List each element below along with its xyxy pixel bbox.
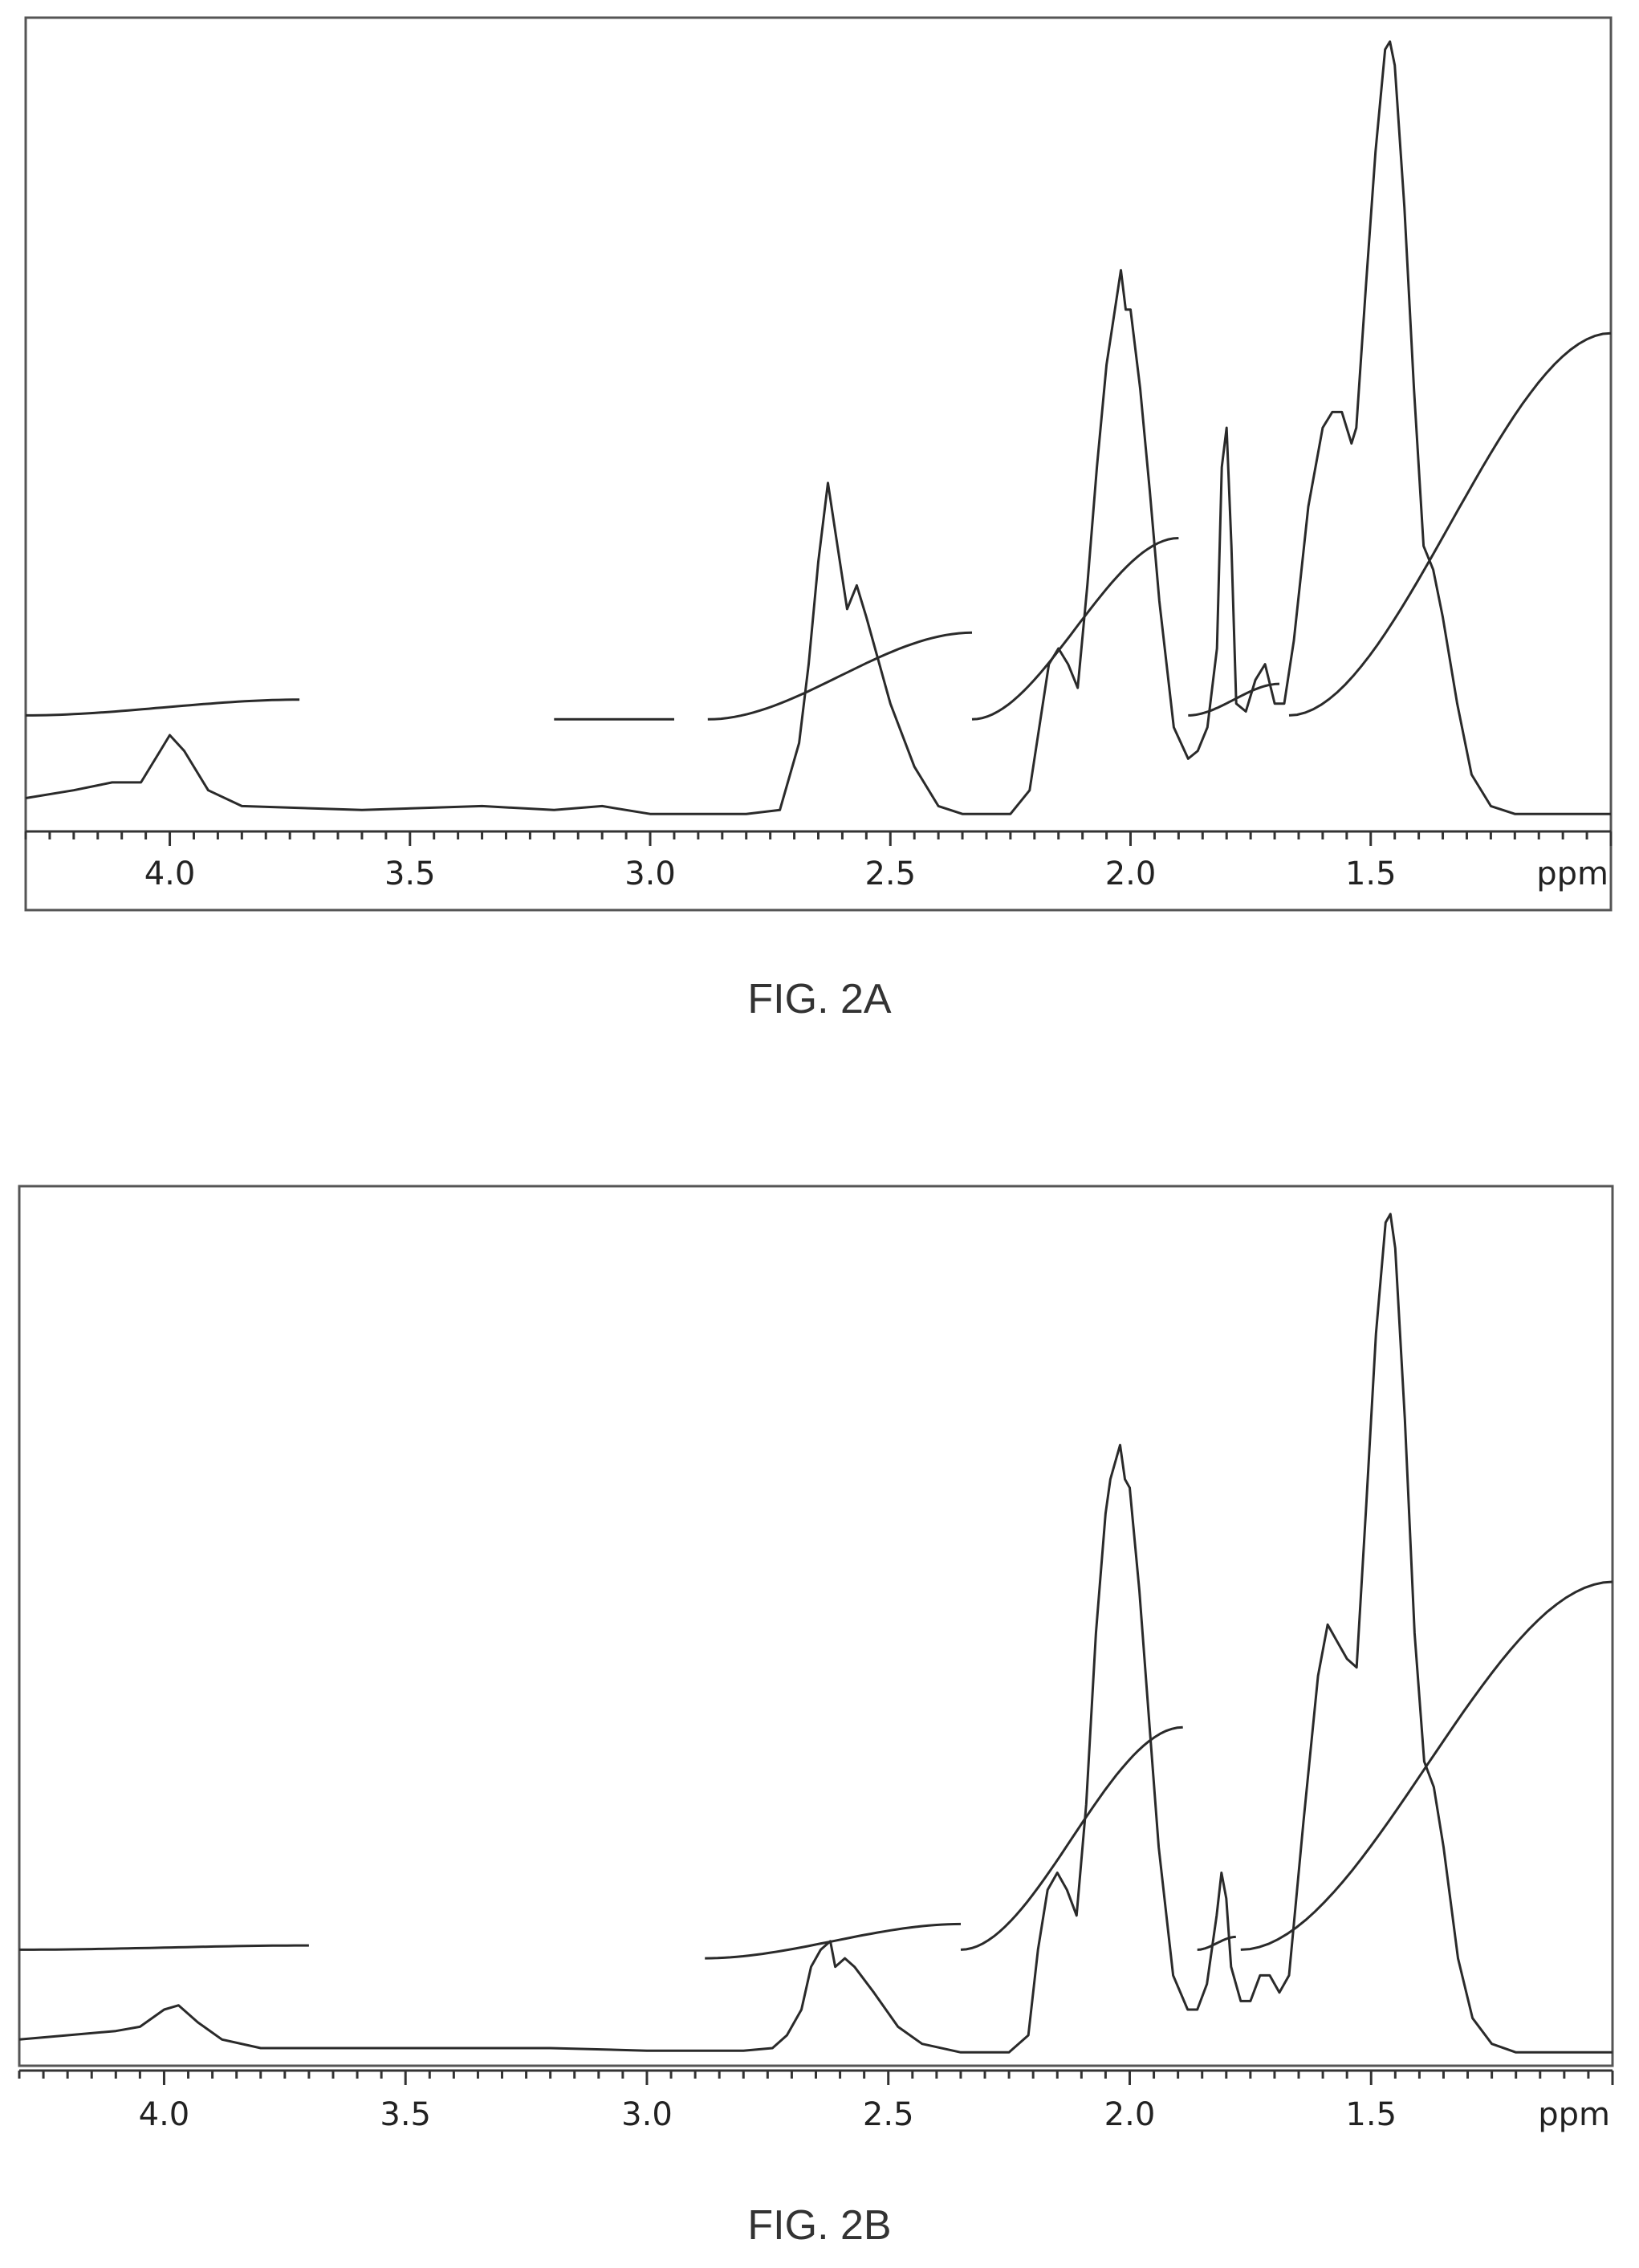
plot-frame xyxy=(18,1185,1614,2067)
x-tick-label: 2.0 xyxy=(1104,2096,1156,2133)
integration-curves xyxy=(19,1580,1613,1960)
nmr-spectrum-line xyxy=(18,1213,1613,2054)
x-tick-labels: 4.0 3.5 3.0 2.5 2.0 1.5 xyxy=(139,2096,1397,2133)
x-tick-label: 3.0 xyxy=(624,856,676,892)
integration-curve xyxy=(1288,331,1612,717)
x-tick-label: 1.5 xyxy=(1345,856,1397,892)
integration-curves xyxy=(26,331,1612,721)
x-tick-label: 4.0 xyxy=(144,856,196,892)
integration-curve xyxy=(1188,682,1280,717)
integration-curve xyxy=(19,1944,309,1951)
x-tick-label: 3.5 xyxy=(384,856,436,892)
integration-curve xyxy=(960,1725,1183,1951)
figure-caption: FIG. 2B xyxy=(747,2202,891,2249)
integration-curve xyxy=(26,698,300,717)
minor-ticks xyxy=(24,831,1588,839)
integration-curve xyxy=(971,537,1179,721)
figure-caption: FIG. 2A xyxy=(747,976,891,1022)
x-tick-label: 3.5 xyxy=(380,2096,431,2133)
major-ticks xyxy=(162,2071,1614,2085)
figure-2a: 4.0 3.5 3.0 2.5 2.0 1.5 ppm FIG. 2A xyxy=(24,16,1613,1022)
x-tick-labels: 4.0 3.5 3.0 2.5 2.0 1.5 xyxy=(144,856,1397,892)
nmr-spectrum-line xyxy=(25,40,1611,815)
x-tick-label: 2.5 xyxy=(863,2096,914,2133)
integration-curve xyxy=(705,1922,962,1960)
plot-frame xyxy=(24,16,1613,912)
integration-curve xyxy=(707,631,973,721)
x-tick-label: 2.5 xyxy=(864,856,916,892)
x-tick-label: 1.5 xyxy=(1345,2096,1397,2133)
x-axis-unit-label: ppm xyxy=(1538,2096,1610,2133)
x-tick-label: 3.0 xyxy=(621,2096,673,2133)
figure-2b: 4.0 3.5 3.0 2.5 2.0 1.5 ppm FIG. 2B xyxy=(18,1185,1614,2249)
x-tick-label: 2.0 xyxy=(1105,856,1157,892)
x-tick-label: 4.0 xyxy=(139,2096,190,2133)
x-axis-unit-label: ppm xyxy=(1536,856,1608,892)
major-ticks xyxy=(169,831,1613,846)
minor-ticks xyxy=(18,2071,1590,2079)
